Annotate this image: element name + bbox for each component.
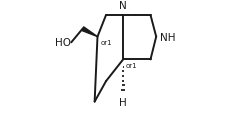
- Text: HO: HO: [55, 38, 71, 48]
- Text: or1: or1: [126, 63, 138, 69]
- Text: NH: NH: [160, 32, 175, 42]
- Text: H: H: [119, 97, 127, 107]
- Text: N: N: [119, 1, 127, 11]
- Text: or1: or1: [100, 40, 112, 46]
- Polygon shape: [82, 28, 98, 37]
